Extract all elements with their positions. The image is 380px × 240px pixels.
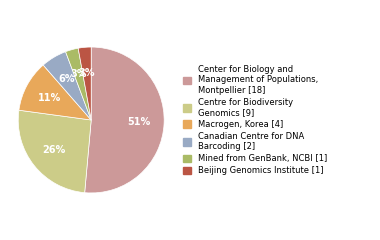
Text: 6%: 6% <box>59 74 75 84</box>
Text: 11%: 11% <box>38 93 61 102</box>
Text: 51%: 51% <box>127 117 150 127</box>
Text: 3%: 3% <box>79 68 95 78</box>
Wedge shape <box>43 52 91 120</box>
Wedge shape <box>85 47 164 193</box>
Wedge shape <box>18 110 91 193</box>
Wedge shape <box>78 47 91 120</box>
Text: 26%: 26% <box>43 144 66 155</box>
Text: 3%: 3% <box>70 69 87 79</box>
Legend: Center for Biology and
Management of Populations,
Montpellier [18], Centre for B: Center for Biology and Management of Pop… <box>183 65 327 175</box>
Wedge shape <box>19 65 91 120</box>
Wedge shape <box>66 48 91 120</box>
